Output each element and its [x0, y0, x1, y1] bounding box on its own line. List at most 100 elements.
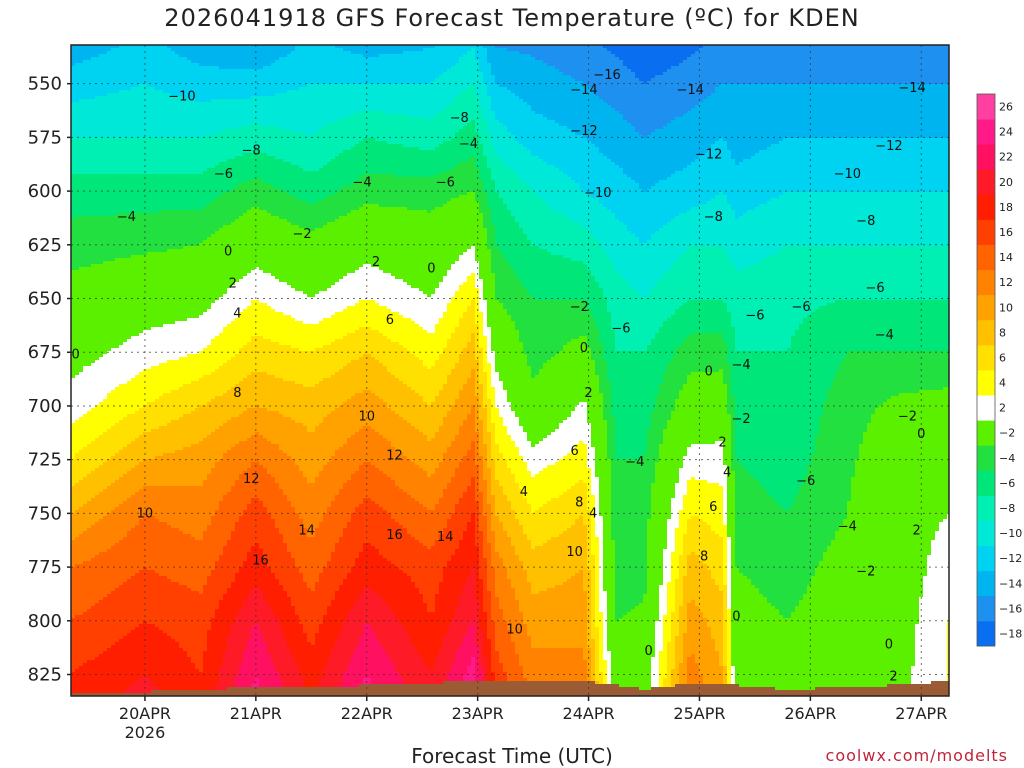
field-cell	[607, 51, 612, 106]
field-cell	[355, 303, 360, 331]
contour-label: 4	[233, 307, 241, 322]
field-cell	[415, 651, 420, 685]
field-cell	[323, 165, 328, 199]
field-cell	[379, 645, 384, 685]
field-cell	[195, 690, 200, 696]
field-cell	[243, 276, 248, 310]
field-cell	[703, 684, 708, 696]
colorbar-tick-label: 14	[999, 251, 1013, 264]
colorbar-swatch	[977, 520, 995, 547]
field-cell	[371, 111, 376, 139]
field-cell	[79, 138, 84, 175]
field-cell	[223, 45, 228, 70]
field-cell	[223, 423, 228, 454]
field-cell	[411, 582, 416, 646]
field-cell	[703, 564, 708, 619]
field-cell	[379, 507, 384, 556]
x-tick-label: 23APR	[452, 704, 504, 723]
field-cell	[315, 477, 320, 529]
field-cell	[627, 177, 632, 232]
field-cell	[519, 45, 524, 55]
field-cell	[455, 504, 460, 550]
field-cell	[415, 465, 420, 502]
field-cell	[419, 468, 424, 505]
field-cell	[255, 69, 260, 97]
chart-title: 2026041918 GFS Forecast Temperature (ºC)…	[164, 4, 860, 32]
field-cell	[727, 204, 732, 259]
field-cell	[643, 138, 648, 193]
field-cell	[175, 138, 180, 175]
field-cell	[243, 45, 248, 70]
field-cell	[883, 246, 888, 301]
field-cell	[199, 243, 204, 316]
field-cell	[395, 54, 400, 85]
field-cell	[251, 627, 256, 685]
field-cell	[463, 675, 468, 682]
field-cell	[87, 474, 92, 502]
field-cell	[335, 282, 340, 313]
field-cell	[319, 201, 324, 229]
field-cell	[431, 669, 436, 685]
field-cell	[547, 588, 552, 649]
field-cell	[79, 450, 84, 481]
field-cell	[351, 474, 356, 514]
field-cell	[199, 441, 204, 487]
field-cell	[411, 462, 416, 499]
field-cell	[183, 414, 188, 448]
field-cell	[75, 138, 80, 175]
field-cell	[159, 45, 164, 91]
field-cell	[331, 375, 336, 412]
field-cell	[575, 405, 580, 445]
field-cell	[543, 300, 548, 364]
field-cell	[135, 627, 140, 682]
field-cell	[947, 192, 949, 247]
field-cell	[599, 393, 604, 517]
field-cell	[555, 300, 560, 355]
field-cell	[111, 510, 116, 547]
field-cell	[791, 84, 796, 139]
field-cell	[815, 45, 820, 85]
field-cell	[111, 348, 116, 391]
field-cell	[695, 207, 700, 247]
field-cell	[679, 345, 684, 391]
field-cell	[531, 57, 536, 112]
field-cell	[175, 642, 180, 691]
field-cell	[155, 45, 160, 91]
field-cell	[123, 417, 128, 448]
field-cell	[651, 339, 656, 412]
field-cell	[827, 546, 832, 688]
field-cell	[247, 438, 252, 469]
field-cell	[571, 681, 576, 696]
field-cell	[687, 447, 692, 481]
field-cell	[419, 594, 424, 658]
field-cell	[211, 432, 216, 469]
field-cell	[471, 405, 476, 442]
field-cell	[591, 639, 596, 682]
field-cell	[347, 480, 352, 523]
field-cell	[679, 171, 684, 214]
field-cell	[363, 84, 368, 112]
field-cell	[495, 372, 500, 409]
field-cell	[631, 288, 636, 352]
field-cell	[191, 246, 196, 319]
field-cell	[491, 459, 496, 496]
field-cell	[351, 114, 356, 148]
field-cell	[323, 45, 328, 85]
field-cell	[911, 84, 916, 139]
field-cell	[659, 228, 664, 280]
field-cell	[667, 519, 672, 583]
field-cell	[811, 138, 816, 193]
field-cell	[159, 210, 164, 253]
field-cell	[867, 45, 872, 85]
field-cell	[495, 480, 500, 517]
colorbar-tick-label: 4	[999, 377, 1006, 390]
field-cell	[643, 243, 648, 298]
field-cell	[703, 45, 708, 100]
field-cell	[287, 687, 292, 696]
field-cell	[247, 45, 252, 70]
field-cell	[303, 45, 308, 88]
field-cell	[799, 138, 804, 193]
contour-label: 2	[584, 386, 592, 401]
field-cell	[415, 288, 420, 325]
field-cell	[255, 405, 260, 433]
